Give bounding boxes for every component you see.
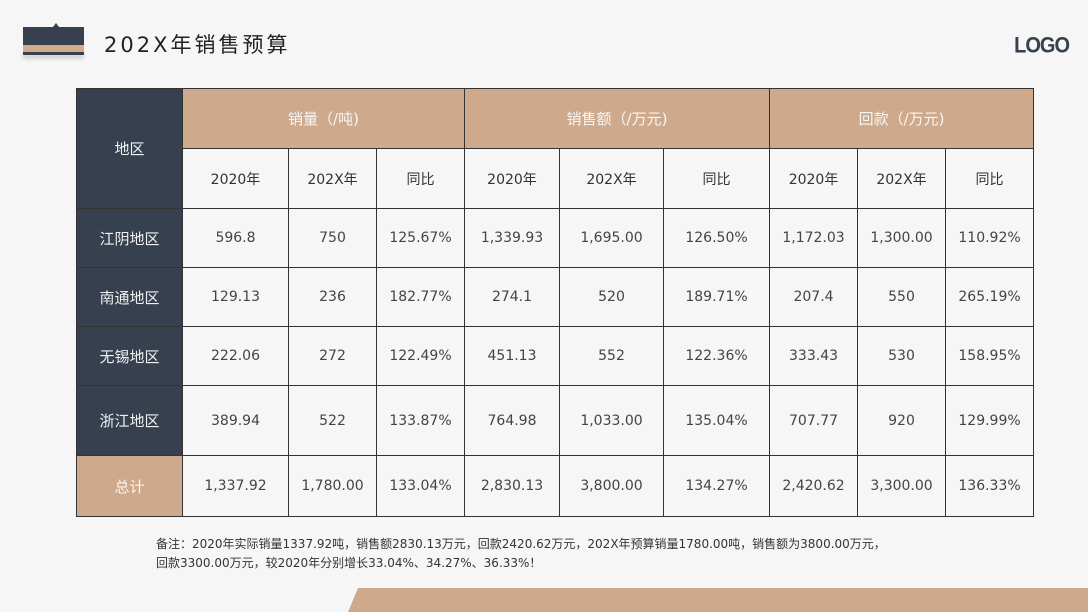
total-cell: 1,337.92 [182, 455, 289, 517]
data-cell: 596.8 [182, 208, 289, 268]
sub-header: 2020年 [182, 148, 289, 209]
data-cell: 451.13 [464, 326, 560, 386]
title-decoration-tan-band [23, 45, 84, 52]
data-cell: 522 [288, 385, 377, 456]
data-cell: 135.04% [662, 385, 771, 456]
data-cell: 1,172.03 [769, 208, 859, 268]
data-cell: 122.49% [376, 326, 465, 386]
total-cell: 136.33% [945, 455, 1035, 517]
data-cell: 920 [857, 385, 947, 456]
sales-budget-table: 地区 销量（/吨) 销售额（/万元) 回款（/万元) 2020年 202X年 同… [76, 88, 1035, 517]
data-cell: 764.98 [464, 385, 560, 456]
total-cell: 3,300.00 [857, 455, 947, 517]
total-label-cell: 总计 [76, 455, 183, 517]
sub-header: 同比 [662, 148, 771, 209]
data-cell: 1,033.00 [559, 385, 664, 456]
group-header-sales-volume: 销量（/吨) [182, 88, 465, 149]
data-cell: 207.4 [769, 267, 859, 327]
data-cell: 707.77 [769, 385, 859, 456]
total-cell: 134.27% [662, 455, 771, 517]
data-cell: 129.13 [182, 267, 289, 327]
footnote-line-2: 回款3300.00万元，较2020年分别增长33.04%、34.27%、36.3… [156, 556, 542, 570]
region-cell: 无锡地区 [76, 326, 183, 386]
region-column-header: 地区 [76, 88, 183, 209]
data-cell: 182.77% [376, 267, 465, 327]
data-cell: 552 [559, 326, 664, 386]
footnote-line-1: 备注：2020年实际销量1337.92吨，销售额2830.13万元，回款2420… [156, 537, 886, 551]
region-cell: 浙江地区 [76, 385, 183, 456]
sub-header: 202X年 [288, 148, 377, 209]
footer-decoration-bar [348, 588, 1088, 612]
data-cell: 110.92% [945, 208, 1035, 268]
data-cell: 236 [288, 267, 377, 327]
data-cell: 389.94 [182, 385, 289, 456]
sub-header: 2020年 [769, 148, 859, 209]
title-decoration-icon [23, 23, 84, 58]
data-cell: 1,339.93 [464, 208, 560, 268]
sub-header: 202X年 [559, 148, 664, 209]
data-cell: 265.19% [945, 267, 1035, 327]
sub-header: 同比 [376, 148, 465, 209]
data-cell: 122.36% [662, 326, 771, 386]
title-decoration-tip [53, 23, 59, 27]
data-cell: 530 [857, 326, 947, 386]
region-cell: 南通地区 [76, 267, 183, 327]
data-cell: 333.43 [769, 326, 859, 386]
total-cell: 1,780.00 [288, 455, 377, 517]
sub-header: 同比 [945, 148, 1035, 209]
sub-header: 202X年 [857, 148, 947, 209]
title-decoration-dark-band [23, 27, 84, 45]
data-cell: 272 [288, 326, 377, 386]
sub-header: 2020年 [464, 148, 560, 209]
table-header-row-groups: 地区 销量（/吨) 销售额（/万元) 回款（/万元) [76, 88, 1035, 209]
group-header-sales-amount: 销售额（/万元) [463, 88, 771, 149]
table-header-row-sub: 2020年 202X年 同比 2020年 202X年 同比 2020年 202X… [77, 148, 1035, 209]
total-cell: 2,830.13 [464, 455, 560, 517]
data-cell: 125.67% [376, 208, 465, 268]
data-cell: 222.06 [182, 326, 289, 386]
title-decoration-bottom-band [23, 52, 84, 55]
footnote: 备注：2020年实际销量1337.92吨，销售额2830.13万元，回款2420… [156, 535, 886, 573]
logo: LOGO [1014, 33, 1070, 59]
table-row: 江阴地区 596.8 750 125.67% 1,339.93 1,695.00… [76, 208, 1035, 268]
data-cell: 158.95% [945, 326, 1035, 386]
data-cell: 274.1 [464, 267, 560, 327]
data-cell: 129.99% [945, 385, 1035, 456]
data-cell: 520 [559, 267, 664, 327]
total-cell: 3,800.00 [559, 455, 664, 517]
total-cell: 2,420.62 [769, 455, 859, 517]
data-cell: 133.87% [376, 385, 465, 456]
group-header-payment: 回款（/万元) [769, 88, 1035, 149]
data-cell: 126.50% [662, 208, 771, 268]
data-cell: 750 [288, 208, 377, 268]
data-cell: 1,695.00 [559, 208, 664, 268]
region-cell: 江阴地区 [76, 208, 183, 268]
table-total-row: 总计 1,337.92 1,780.00 133.04% 2,830.13 3,… [76, 455, 1035, 517]
data-cell: 189.71% [662, 267, 771, 327]
page-title: 202X年销售预算 [104, 33, 291, 57]
table-row: 南通地区 129.13 236 182.77% 274.1 520 189.71… [76, 267, 1035, 327]
total-cell: 133.04% [376, 455, 465, 517]
data-cell: 550 [857, 267, 947, 327]
data-cell: 1,300.00 [857, 208, 947, 268]
table-row: 浙江地区 389.94 522 133.87% 764.98 1,033.00 … [76, 385, 1035, 456]
table-row: 无锡地区 222.06 272 122.49% 451.13 552 122.3… [76, 326, 1035, 386]
